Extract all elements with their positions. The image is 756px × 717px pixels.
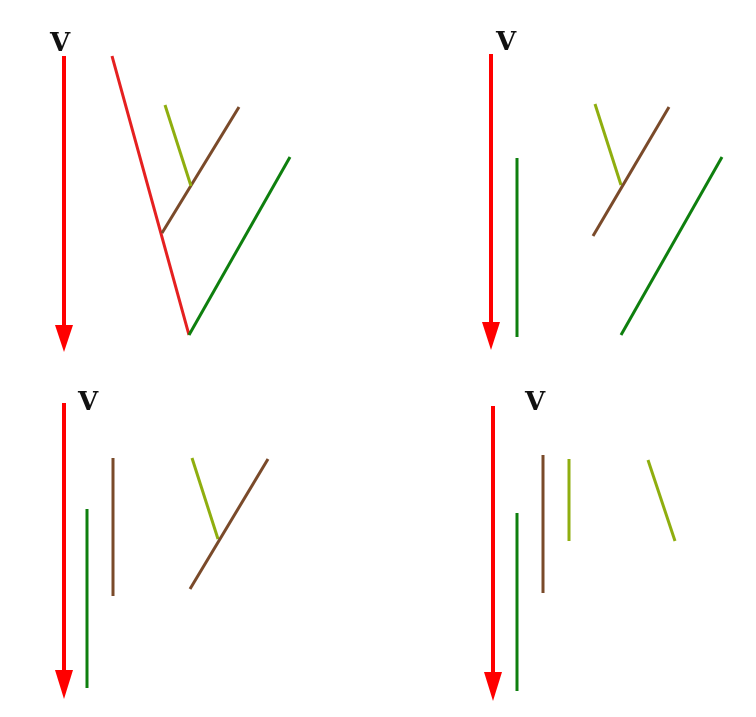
olive-segment — [593, 103, 623, 186]
panel-top-right: V — [482, 27, 724, 350]
brown-segment — [591, 106, 671, 237]
olive-segment — [646, 459, 677, 542]
velocity-arrowhead-icon — [55, 670, 73, 699]
velocity-label: V — [524, 387, 546, 417]
panel-top-left: V — [49, 28, 292, 352]
brown-segment — [160, 106, 241, 234]
red-segment — [110, 55, 191, 336]
velocity-arrowhead-icon — [55, 325, 73, 352]
brown-segment — [188, 458, 270, 590]
panel-bottom-right: V — [484, 387, 677, 701]
velocity-label: V — [77, 387, 99, 417]
panel-bottom-left: V — [55, 387, 270, 699]
velocity-arrowhead-icon — [482, 322, 500, 350]
olive-segment — [190, 457, 220, 540]
olive-segment — [163, 104, 193, 187]
velocity-label: V — [495, 27, 517, 57]
velocity-label: V — [49, 28, 71, 58]
green-segment — [187, 156, 292, 336]
velocity-arrowhead-icon — [484, 672, 502, 701]
green-segment — [619, 156, 724, 336]
